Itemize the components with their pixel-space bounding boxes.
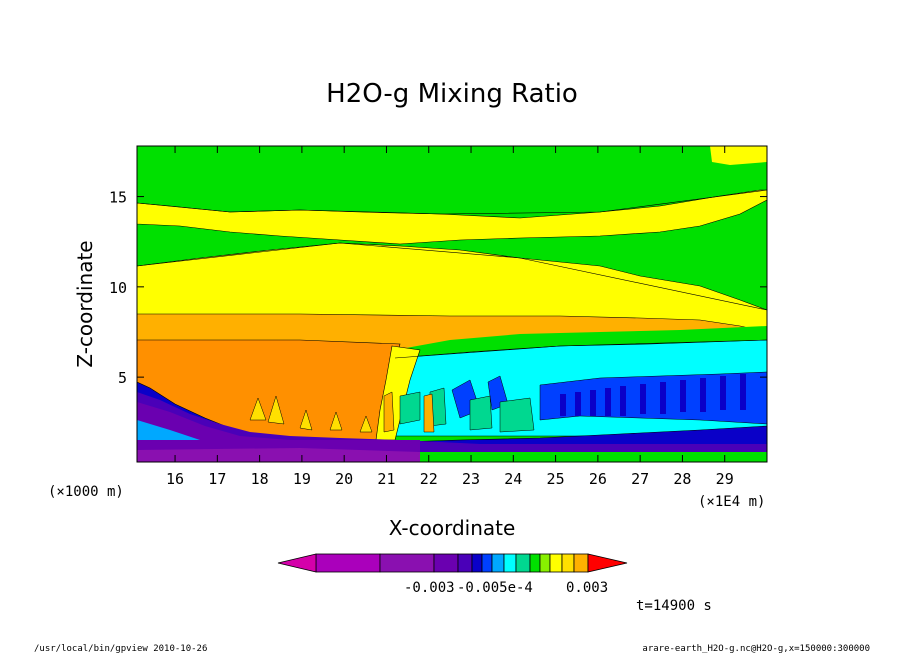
y-axis-label: Z-coordinate <box>73 240 97 367</box>
x-tick-label: 20 <box>335 470 353 488</box>
contour-line <box>137 189 767 359</box>
contour-band <box>137 448 420 462</box>
colorbar-swatch <box>457 553 473 573</box>
contour-band <box>420 452 767 462</box>
contour-band <box>560 374 746 416</box>
x-tick-label: 26 <box>589 470 607 488</box>
contour-plot-area <box>137 146 767 462</box>
contour-band <box>249 395 373 433</box>
chart-title: H2O-g Mixing Ratio <box>326 79 578 109</box>
y-tick-label: 10 <box>109 279 127 297</box>
colorbar-swatch <box>433 553 459 573</box>
x-tick-label: 23 <box>462 470 480 488</box>
x-tick-label: 16 <box>166 470 184 488</box>
x-unit-right-label: (×1E4 m) <box>698 494 765 510</box>
contour-band <box>383 391 435 433</box>
x-tick-label: 22 <box>420 470 438 488</box>
colorbar-swatch <box>503 553 517 573</box>
colorbar-left-arrow <box>277 553 317 573</box>
x-tick-label: 27 <box>631 470 649 488</box>
footer-left: /usr/local/bin/gpview 2010-10-26 <box>34 644 207 654</box>
contour-band <box>137 402 290 440</box>
y-tick-label: 15 <box>109 189 127 207</box>
colorbar-right-arrow <box>587 553 628 573</box>
y-tick-label: 5 <box>118 369 127 387</box>
colorbar-swatch <box>481 553 493 573</box>
x-tick-label: 21 <box>377 470 395 488</box>
colorbar-label-2: -0.005e-4 <box>457 580 533 596</box>
colorbar-swatch <box>515 553 531 573</box>
contour-band <box>399 387 535 433</box>
x-unit-left-label: (×1000 m) <box>48 484 124 500</box>
footer-right: arare-earth_H2O-g.nc@H2O-g,x=150000:3000… <box>642 644 870 654</box>
colorbar-swatch <box>529 553 541 573</box>
x-tick-label: 29 <box>716 470 734 488</box>
colorbar-swatch <box>549 553 563 573</box>
x-tick-label: 25 <box>547 470 565 488</box>
colorbar-swatch <box>315 553 381 573</box>
colorbar-swatch <box>539 553 551 573</box>
contour-band <box>710 146 767 165</box>
colorbar <box>277 553 628 573</box>
plot-frame <box>136 145 768 463</box>
x-tick-label: 28 <box>673 470 691 488</box>
colorbar-label-3: 0.003 <box>566 580 608 596</box>
x-axis: 16 17 18 19 20 21 22 23 24 25 26 27 28 29 <box>166 146 734 488</box>
colorbar-label-1: -0.003 <box>404 580 455 596</box>
colorbar-swatch <box>471 553 483 573</box>
time-label: t=14900 s <box>636 598 712 614</box>
colorbar-swatch <box>573 553 589 573</box>
x-tick-label: 24 <box>504 470 522 488</box>
x-tick-label: 18 <box>251 470 269 488</box>
colorbar-swatch <box>561 553 575 573</box>
contour-band <box>137 420 200 440</box>
y-axis: 5 10 15 <box>109 189 767 387</box>
x-tick-label: 17 <box>208 470 226 488</box>
x-tick-label: 19 <box>293 470 311 488</box>
colorbar-swatch <box>491 553 505 573</box>
colorbar-swatch <box>379 553 435 573</box>
x-axis-label: X-coordinate <box>389 516 516 540</box>
